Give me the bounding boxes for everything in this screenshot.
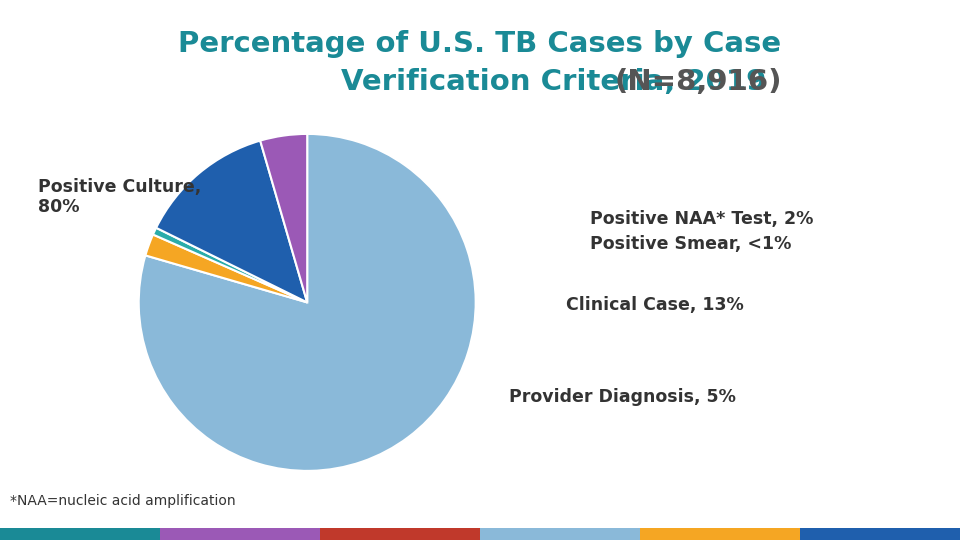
Wedge shape — [153, 228, 307, 302]
Text: Positive NAA* Test, 2%: Positive NAA* Test, 2% — [590, 210, 814, 228]
Text: Provider Diagnosis, 5%: Provider Diagnosis, 5% — [509, 388, 735, 406]
Text: Positive Smear, <1%: Positive Smear, <1% — [590, 235, 792, 253]
Text: Positive Culture,
80%: Positive Culture, 80% — [38, 178, 202, 217]
Wedge shape — [156, 140, 307, 302]
Text: (N=8,916): (N=8,916) — [614, 68, 781, 96]
Text: Verification Criteria, 2019: Verification Criteria, 2019 — [341, 68, 777, 96]
Wedge shape — [260, 134, 307, 302]
Text: Percentage of U.S. TB Cases by Case: Percentage of U.S. TB Cases by Case — [179, 30, 781, 58]
Wedge shape — [145, 234, 307, 302]
Text: Clinical Case, 13%: Clinical Case, 13% — [566, 296, 744, 314]
Text: *NAA=nucleic acid amplification: *NAA=nucleic acid amplification — [10, 494, 235, 508]
Wedge shape — [139, 134, 476, 471]
